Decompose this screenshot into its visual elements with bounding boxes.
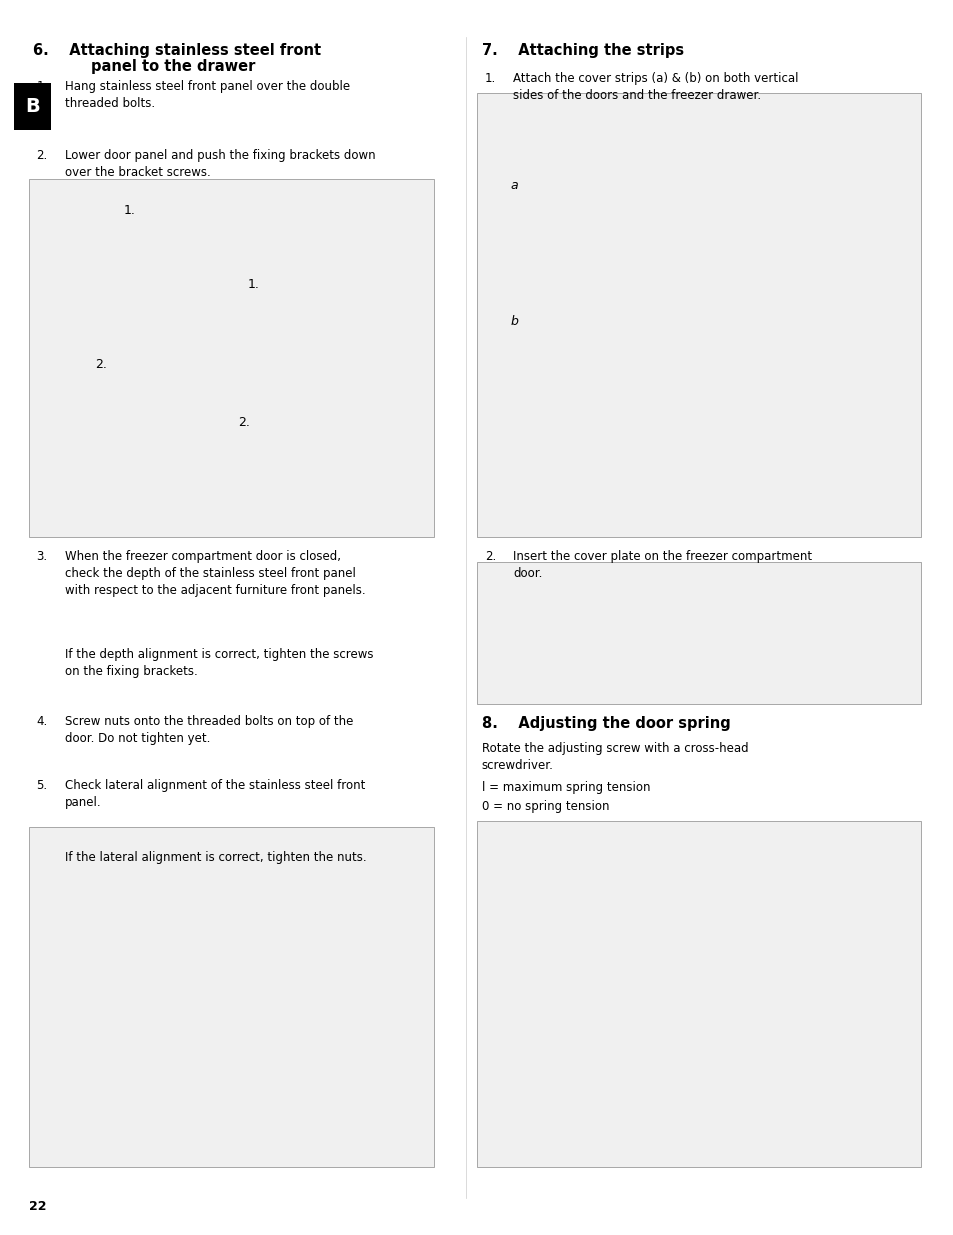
FancyBboxPatch shape (29, 827, 434, 1167)
Text: 2.: 2. (95, 358, 107, 372)
Text: b: b (510, 315, 517, 329)
Text: When the freezer compartment door is closed,
check the depth of the stainless st: When the freezer compartment door is clo… (65, 550, 365, 597)
Text: 1.: 1. (36, 80, 48, 94)
Text: Hang stainless steel front panel over the double
threaded bolts.: Hang stainless steel front panel over th… (65, 80, 350, 110)
Text: B: B (25, 96, 40, 116)
Text: If the lateral alignment is correct, tighten the nuts.: If the lateral alignment is correct, tig… (65, 851, 366, 864)
Text: 7.    Attaching the strips: 7. Attaching the strips (481, 43, 683, 58)
Text: 8.    Adjusting the door spring: 8. Adjusting the door spring (481, 716, 730, 731)
Text: 1.: 1. (124, 204, 135, 217)
Text: Attach the cover strips (a) & (b) on both vertical
sides of the doors and the fr: Attach the cover strips (a) & (b) on bot… (513, 72, 798, 101)
Text: 22: 22 (29, 1199, 46, 1213)
Text: 1.: 1. (248, 278, 259, 291)
Text: Lower door panel and push the fixing brackets down
over the bracket screws.: Lower door panel and push the fixing bra… (65, 149, 375, 179)
Text: 1.: 1. (484, 72, 496, 85)
Text: 2.: 2. (238, 416, 250, 430)
FancyBboxPatch shape (476, 821, 920, 1167)
Text: 0 = no spring tension: 0 = no spring tension (481, 800, 609, 814)
FancyBboxPatch shape (476, 562, 920, 704)
FancyBboxPatch shape (476, 93, 920, 537)
FancyBboxPatch shape (29, 179, 434, 537)
Text: 4.: 4. (36, 715, 48, 729)
Text: 5.: 5. (36, 779, 48, 793)
Text: 2.: 2. (36, 149, 48, 163)
Text: If the depth alignment is correct, tighten the screws
on the fixing brackets.: If the depth alignment is correct, tight… (65, 648, 373, 678)
Text: 2.: 2. (484, 550, 496, 563)
Text: l = maximum spring tension: l = maximum spring tension (481, 781, 650, 794)
Text: Insert the cover plate on the freezer compartment
door.: Insert the cover plate on the freezer co… (513, 550, 812, 579)
Text: Rotate the adjusting screw with a cross-head
screwdriver.: Rotate the adjusting screw with a cross-… (481, 742, 747, 772)
Text: 3.: 3. (36, 550, 48, 563)
Text: panel to the drawer: panel to the drawer (91, 59, 254, 74)
Text: 6.    Attaching stainless steel front: 6. Attaching stainless steel front (33, 43, 321, 58)
Text: Check lateral alignment of the stainless steel front
panel.: Check lateral alignment of the stainless… (65, 779, 365, 809)
Text: a: a (510, 179, 517, 193)
Text: Screw nuts onto the threaded bolts on top of the
door. Do not tighten yet.: Screw nuts onto the threaded bolts on to… (65, 715, 353, 745)
Bar (14, 83, 51, 130)
